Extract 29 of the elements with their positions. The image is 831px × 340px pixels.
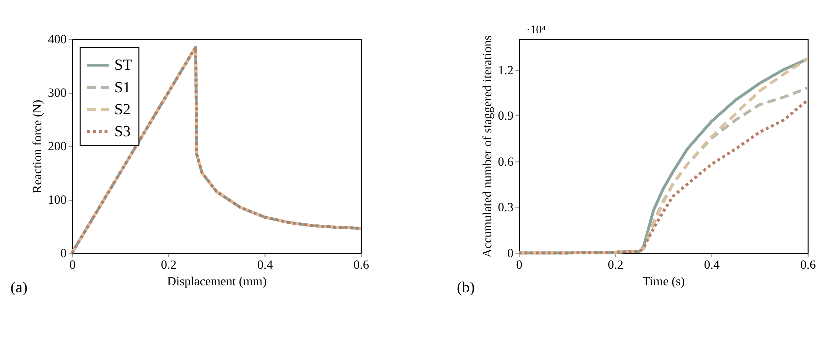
legend-label: S2 — [114, 102, 131, 118]
text: (b) — [457, 280, 476, 297]
y-tick-label: 0 — [507, 246, 514, 260]
y-tick-label: 0 — [60, 246, 67, 260]
y-tick-label: 300 — [48, 86, 67, 100]
x-tick-label: 0.2 — [608, 258, 624, 272]
x-tick-label: 0.4 — [257, 258, 274, 272]
x-tick-label: 0.6 — [800, 258, 816, 272]
y-tick-label: 400 — [48, 32, 67, 47]
y-tick-label: 200 — [48, 140, 67, 154]
x-tick-label: 0 — [70, 258, 76, 272]
x-tick-label: 0 — [516, 258, 523, 272]
y-tick-label: 0.6 — [498, 154, 514, 169]
x-axis-title: Time (s) — [642, 274, 686, 288]
y-tick-label: 1.2 — [498, 63, 514, 78]
y-axis-title: Reaction force (N) — [30, 100, 44, 194]
legend-label: S3 — [114, 124, 132, 141]
legend-label: ST — [114, 57, 134, 74]
x-tick-label: 0.2 — [161, 258, 177, 272]
x-tick-label: 0.6 — [354, 258, 370, 272]
x-axis-title: Displacement (mm) — [167, 274, 267, 288]
y-axis-title: Accumulated number of staggered iterations — [480, 36, 494, 258]
text: ·10⁴ — [526, 24, 546, 37]
x-tick-label: 0.4 — [704, 258, 721, 272]
y-tick-label: 0.3 — [498, 200, 514, 215]
text: (a) — [10, 280, 28, 297]
y-tick-label: 0.9 — [498, 109, 514, 124]
legend-label: S1 — [114, 79, 131, 96]
y-tick-label: 100 — [48, 193, 67, 208]
